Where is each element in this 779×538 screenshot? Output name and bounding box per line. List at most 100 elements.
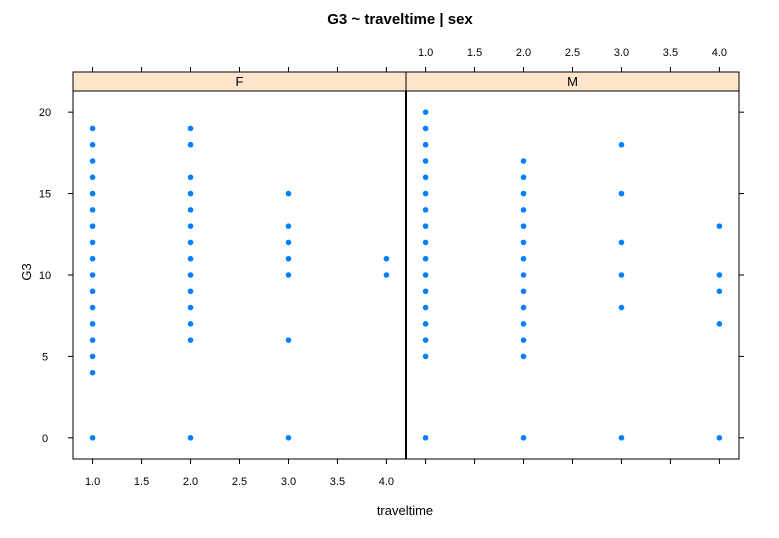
data-point-f xyxy=(89,239,96,246)
data-point-f xyxy=(187,141,194,148)
x-tick-label: 2.5 xyxy=(232,476,247,488)
panel-strip-label-f: F xyxy=(236,74,244,89)
data-point-m xyxy=(422,190,429,197)
data-point-f xyxy=(89,337,96,343)
x-tick-label: 4.0 xyxy=(379,476,394,488)
data-point-m xyxy=(520,304,527,311)
data-point-f xyxy=(89,288,96,295)
data-point-m xyxy=(422,435,429,441)
y-tick-label: 10 xyxy=(39,270,51,282)
data-point-f xyxy=(187,304,194,311)
data-point-f xyxy=(285,223,292,229)
data-point-f xyxy=(187,223,194,229)
data-point-f xyxy=(89,125,96,132)
data-point-f xyxy=(89,207,96,213)
x-tick-label: 2.0 xyxy=(183,476,198,488)
x-tick-label: 1.0 xyxy=(85,476,100,488)
x-tick-label: 3.5 xyxy=(330,476,345,488)
data-point-m xyxy=(422,239,429,246)
x-tick-label: 1.5 xyxy=(134,476,149,488)
data-point-m xyxy=(520,435,527,441)
data-point-m xyxy=(422,337,429,343)
data-point-f xyxy=(89,223,96,229)
data-point-f xyxy=(187,125,194,132)
data-point-m xyxy=(422,125,429,132)
data-point-f xyxy=(89,174,96,181)
data-point-f xyxy=(187,337,194,343)
chart-title: G3 ~ traveltime | sex xyxy=(327,11,473,28)
data-point-m xyxy=(520,174,527,181)
data-point-f xyxy=(187,239,194,246)
panel-frame-f xyxy=(72,90,407,460)
data-point-f xyxy=(89,353,96,360)
data-point-m xyxy=(422,255,429,262)
x-tick-label: 4.0 xyxy=(712,47,727,59)
data-point-m xyxy=(422,109,429,115)
data-point-f xyxy=(187,207,194,213)
data-point-f xyxy=(187,435,194,441)
data-point-f xyxy=(89,158,96,164)
data-point-m xyxy=(618,239,625,246)
data-point-m xyxy=(716,288,723,295)
data-point-f xyxy=(285,435,292,441)
data-point-f xyxy=(89,435,96,441)
data-point-f xyxy=(187,321,194,327)
data-point-f xyxy=(285,239,292,246)
data-point-m xyxy=(520,223,527,229)
data-point-m xyxy=(716,272,723,278)
data-point-f xyxy=(89,255,96,262)
x-tick-label: 3.0 xyxy=(614,47,629,59)
x-tick-label: 1.0 xyxy=(418,47,433,59)
data-point-f xyxy=(383,255,390,262)
data-point-m xyxy=(520,353,527,360)
data-point-f xyxy=(285,272,292,278)
data-point-m xyxy=(716,321,723,327)
data-point-f xyxy=(383,272,390,278)
x-tick-label: 3.0 xyxy=(281,476,296,488)
data-point-m xyxy=(520,239,527,246)
data-point-f xyxy=(187,272,194,278)
data-point-m xyxy=(520,255,527,262)
panel-frame-m xyxy=(405,90,740,460)
data-point-m xyxy=(422,207,429,213)
data-point-f xyxy=(187,174,194,181)
data-point-m xyxy=(422,141,429,148)
y-tick-label: 20 xyxy=(39,107,51,119)
data-point-f xyxy=(89,190,96,197)
x-tick-label: 2.0 xyxy=(516,47,531,59)
y-tick-label: 0 xyxy=(42,433,48,445)
data-point-m xyxy=(422,158,429,164)
data-point-m xyxy=(618,435,625,441)
data-point-m xyxy=(520,207,527,213)
data-point-f xyxy=(187,190,194,197)
data-point-m xyxy=(520,321,527,327)
data-point-f xyxy=(187,288,194,295)
data-point-m xyxy=(520,158,527,164)
data-point-f xyxy=(89,369,96,376)
data-point-f xyxy=(187,255,194,262)
data-point-m xyxy=(618,190,625,197)
data-point-m xyxy=(618,272,625,278)
plot-area: F 1.0 1.5 2.0 2.5 3.0 3.5 4.0 M 1.0 1.5 2.0 2.5 3.0 3.… xyxy=(39,47,744,488)
data-point-m xyxy=(716,435,723,441)
data-point-m xyxy=(422,223,429,229)
x-tick-label: 3.5 xyxy=(663,47,678,59)
data-point-m xyxy=(520,190,527,197)
data-point-f xyxy=(89,321,96,327)
panel-strip-label-m: M xyxy=(567,74,578,89)
data-point-f xyxy=(285,337,292,343)
data-point-m xyxy=(618,304,625,311)
data-point-m xyxy=(422,272,429,278)
data-point-f xyxy=(89,141,96,148)
data-point-m xyxy=(520,272,527,278)
x-tick-label: 1.5 xyxy=(467,47,482,59)
data-point-m xyxy=(422,321,429,327)
data-point-m xyxy=(422,353,429,360)
data-point-m xyxy=(716,223,723,229)
y-axis-title: G3 xyxy=(19,263,34,280)
y-tick-label: 15 xyxy=(39,189,51,201)
data-point-f xyxy=(89,304,96,311)
data-point-m xyxy=(422,288,429,295)
data-point-f xyxy=(285,255,292,262)
data-point-m xyxy=(520,288,527,295)
